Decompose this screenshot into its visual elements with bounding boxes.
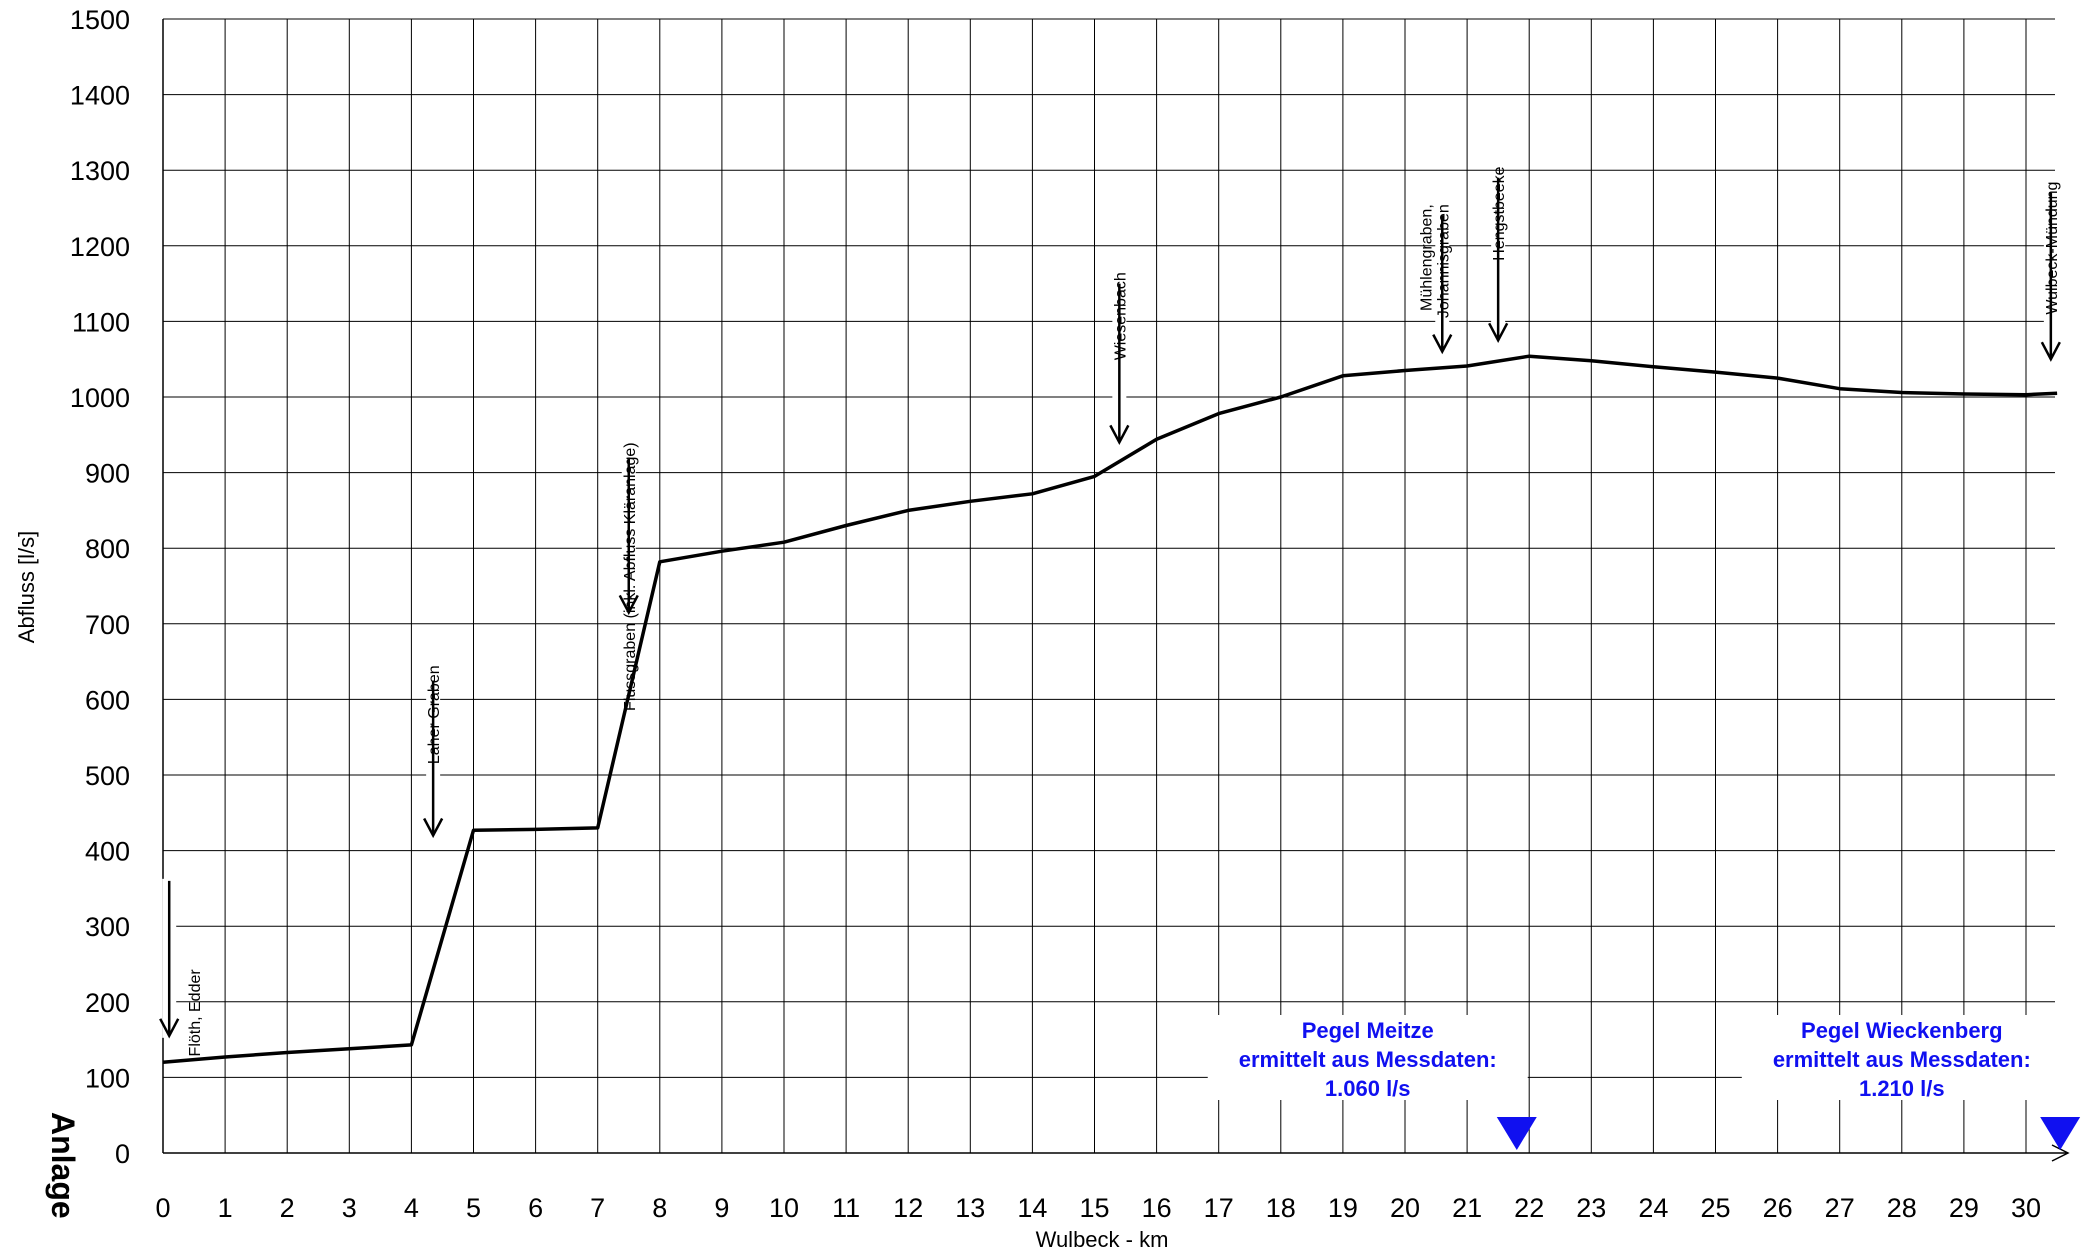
x-tick-label: 0 xyxy=(155,1193,170,1223)
x-tick-label: 18 xyxy=(1266,1193,1296,1223)
annotation-label: Flöth, Edder xyxy=(187,969,204,1057)
x-tick-label: 6 xyxy=(528,1193,543,1223)
x-tick-label: 14 xyxy=(1017,1193,1047,1223)
y-axis-title: Abfluss [l/s] xyxy=(14,531,39,643)
x-tick-label: 30 xyxy=(2011,1193,2041,1223)
y-tick-label: 800 xyxy=(85,534,130,564)
annotation-label: Wiesenbach xyxy=(1112,272,1129,360)
x-tick-label: 8 xyxy=(652,1193,667,1223)
y-tick-label: 600 xyxy=(85,685,130,715)
x-axis-title: Wulbeck - km xyxy=(1036,1227,1169,1250)
x-tick-label: 4 xyxy=(404,1193,419,1223)
x-tick-label: 22 xyxy=(1514,1193,1544,1223)
x-axis-arrowhead xyxy=(2051,1144,2070,1162)
annotation-label: Mühlengraben,Johannisgraben xyxy=(1418,204,1452,318)
gauge-triangle-icon xyxy=(2040,1117,2081,1150)
x-tick-label: 2 xyxy=(280,1193,295,1223)
gauge-label-line: Pegel Wieckenberg xyxy=(1801,1018,2003,1043)
grid xyxy=(162,18,2070,1162)
x-tick-label: 5 xyxy=(466,1193,481,1223)
y-tick-label: 100 xyxy=(85,1063,130,1093)
y-tick-label: 1200 xyxy=(70,232,130,262)
gauge-label-line: ermittelt aus Messdaten: xyxy=(1773,1047,2031,1072)
y-tick-label: 400 xyxy=(85,837,130,867)
x-tick-label: 15 xyxy=(1079,1193,1109,1223)
y-tick-label: 200 xyxy=(85,988,130,1018)
gauge-triangle-icon xyxy=(1496,1117,1537,1150)
y-tick-label: 0 xyxy=(115,1139,130,1169)
x-tick-label: 16 xyxy=(1142,1193,1172,1223)
series-line xyxy=(162,354,2058,1065)
y-tick-label: 700 xyxy=(85,610,130,640)
side-label: Anlage xyxy=(45,1112,81,1219)
gauge-markers: Pegel Meitze ermittelt aus Messdaten: 1.06… xyxy=(1207,1015,2081,1150)
gauge-label-line: 1.210 l/s xyxy=(1859,1076,1945,1101)
x-tick-label: 25 xyxy=(1700,1193,1730,1223)
annotation-arrowhead xyxy=(423,817,444,839)
y-tick-label: 300 xyxy=(85,912,130,942)
y-tick-label: 1000 xyxy=(70,383,130,413)
x-tick-label: 17 xyxy=(1204,1193,1234,1223)
y-tick-label: 1400 xyxy=(70,81,130,111)
gauge-label-line: 1.060 l/s xyxy=(1325,1076,1411,1101)
x-tick-label: 28 xyxy=(1887,1193,1917,1223)
x-tick-label: 26 xyxy=(1763,1193,1793,1223)
gauge-label-bg xyxy=(1741,1015,2062,1100)
x-tick-label: 19 xyxy=(1328,1193,1358,1223)
annotation-arrowhead xyxy=(1488,322,1509,343)
annotation-arrowhead xyxy=(618,594,639,616)
annotation-label: Wulbeck-Mündung xyxy=(2044,182,2061,315)
x-tick-label: 23 xyxy=(1576,1193,1606,1223)
x-tick-label: 9 xyxy=(714,1193,729,1223)
annotation-label: Hengstbeeke xyxy=(1491,166,1508,260)
x-tick-label: 29 xyxy=(1949,1193,1979,1223)
y-tick-label: 1500 xyxy=(70,5,130,35)
series-layer xyxy=(162,354,2058,1065)
annotation-arrowhead xyxy=(159,1018,180,1039)
annotation-arrowhead xyxy=(1432,334,1453,355)
x-tick-label: 1 xyxy=(218,1193,233,1223)
y-tick-label: 500 xyxy=(85,761,130,791)
y-tick-label: 1300 xyxy=(70,156,130,186)
x-tick-label: 27 xyxy=(1825,1193,1855,1223)
x-tick-label: 7 xyxy=(590,1193,605,1223)
x-tick-label: 11 xyxy=(832,1193,860,1223)
x-tick-label: 12 xyxy=(893,1193,923,1223)
annotations: Flöth, Edder Laher Graben Flussgraben (ink… xyxy=(159,166,2061,1057)
y-tick-label: 900 xyxy=(85,459,130,489)
x-tick-label: 3 xyxy=(342,1193,357,1223)
annotation-label: Laher Graben xyxy=(426,665,443,764)
x-tick-label: 13 xyxy=(955,1193,985,1223)
gauge-label-line: ermittelt aus Messdaten: xyxy=(1239,1047,1497,1072)
gauge-label-bg xyxy=(1207,1015,1528,1100)
annotation-arrowhead xyxy=(1109,424,1130,446)
x-tick-label: 20 xyxy=(1390,1193,1420,1223)
x-tick-label: 24 xyxy=(1638,1193,1668,1223)
y-tick-label: 1100 xyxy=(72,307,130,337)
gauge-label-line: Pegel Meitze xyxy=(1302,1018,1434,1043)
tick-labels: 0 1 2 3 4 5 6 7 8 9 10 11 12 13 14 15 16 17 18 19 20 21 22 23 24… xyxy=(70,5,2041,1223)
annotation-label: Flussgraben (inkl. Abfluss Kläranlage) xyxy=(622,442,639,711)
annotation-arrowhead xyxy=(2040,341,2061,362)
x-tick-label: 21 xyxy=(1452,1193,1482,1223)
x-tick-label: 10 xyxy=(769,1193,799,1223)
